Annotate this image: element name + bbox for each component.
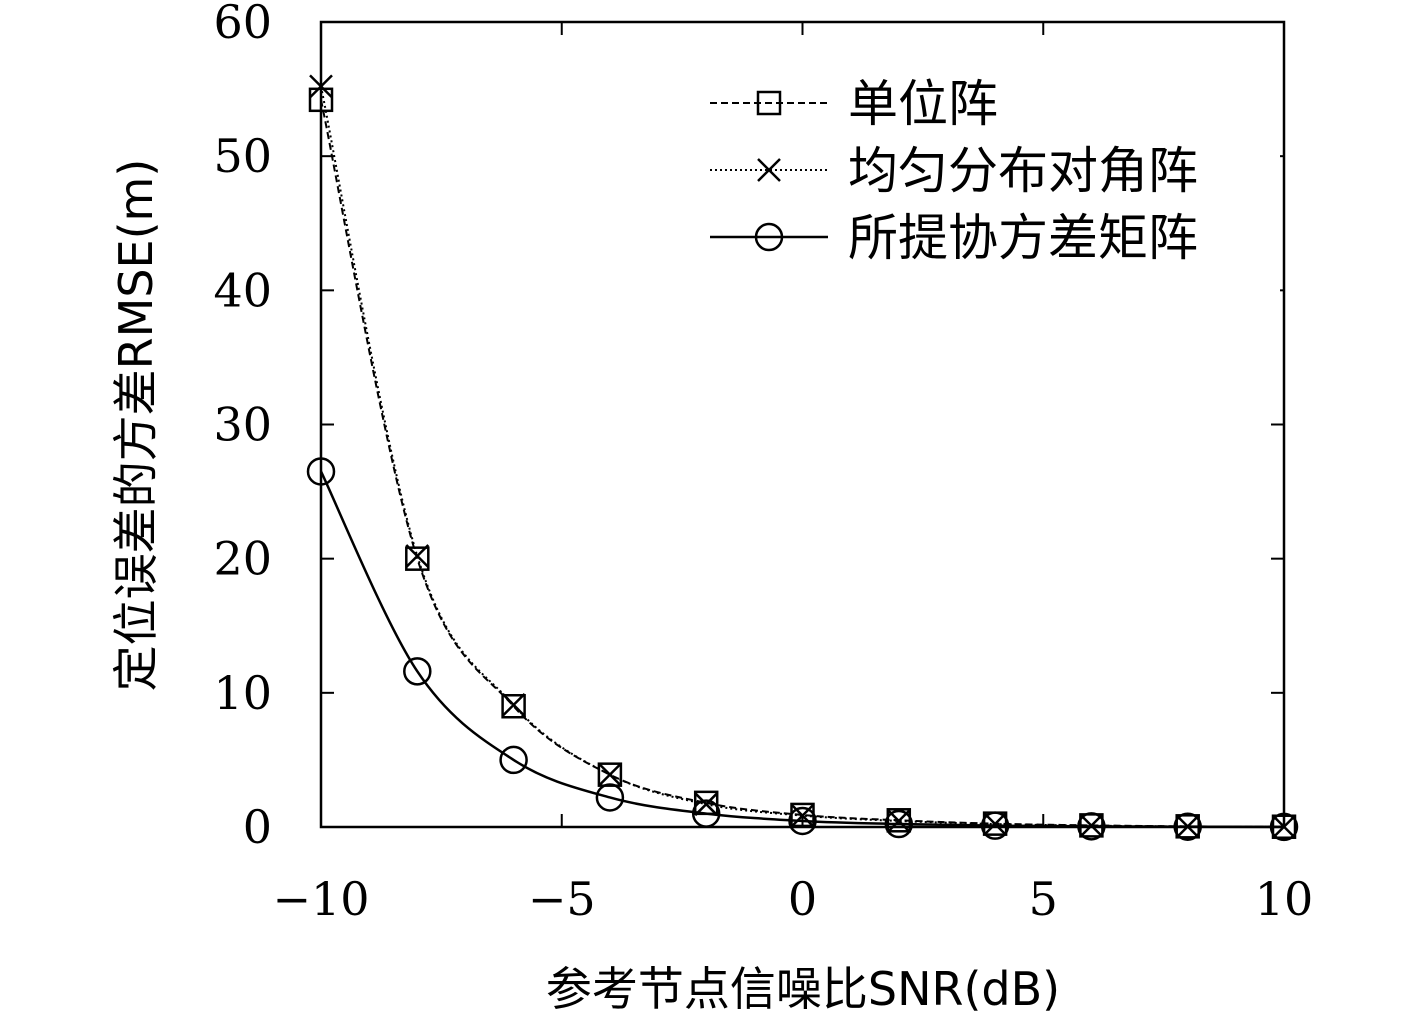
data-point-circle — [980, 811, 1010, 840]
data-point-square — [501, 694, 526, 719]
data-point-circle — [306, 457, 336, 486]
y-tick-label: 10 — [213, 666, 272, 720]
data-point-circle — [403, 657, 432, 686]
legend-label: 单位阵 — [848, 75, 998, 133]
legend-entry: 单位阵 — [710, 75, 998, 133]
y-tick-label: 60 — [213, 0, 272, 49]
legend-marker-circle — [754, 222, 784, 252]
x-tick-label: 5 — [1029, 872, 1058, 926]
data-point-x — [983, 812, 1007, 836]
data-point-circle — [788, 806, 817, 836]
data-point-square — [405, 546, 430, 571]
data-point-circle — [1077, 812, 1106, 841]
data-point-x — [598, 762, 622, 787]
x-tick-label: −5 — [528, 872, 596, 926]
data-point-x — [309, 74, 333, 99]
y-axis-title: 定位误差的方差RMSE(m) — [109, 159, 163, 692]
series-3 — [306, 457, 1299, 842]
y-tick-label: 40 — [213, 263, 272, 317]
legend-background — [700, 62, 1280, 292]
x-tick-label: 0 — [788, 872, 817, 926]
y-tick-label: 50 — [213, 129, 272, 183]
x-tick-label: 10 — [1255, 872, 1314, 926]
data-point-square — [308, 87, 334, 113]
legend-label: 均匀分布对角阵 — [848, 142, 1198, 200]
legend-marker-square — [756, 90, 782, 116]
x-axis-title: 参考节点信噪比SNR(dB) — [546, 962, 1060, 1016]
data-point-circle — [595, 783, 625, 812]
series-line — [319, 470, 1285, 829]
x-tick-label: −10 — [272, 872, 369, 926]
data-point-square — [886, 808, 912, 833]
y-tick-label: 0 — [243, 800, 272, 854]
legend-entry: 所提协方差矩阵 — [710, 209, 1198, 267]
y-tick-label: 20 — [213, 532, 272, 586]
data-point-circle — [691, 799, 721, 828]
data-point-circle — [884, 809, 914, 839]
data-point-circle — [499, 745, 528, 775]
legend-label: 所提协方差矩阵 — [848, 209, 1198, 267]
legend-marker-x — [757, 158, 781, 182]
data-point-x — [405, 544, 430, 568]
y-tick-label: 30 — [213, 398, 272, 452]
legend-entry: 均匀分布对角阵 — [710, 142, 1198, 200]
data-point-x — [501, 693, 526, 717]
data-point-circle — [1173, 812, 1202, 841]
